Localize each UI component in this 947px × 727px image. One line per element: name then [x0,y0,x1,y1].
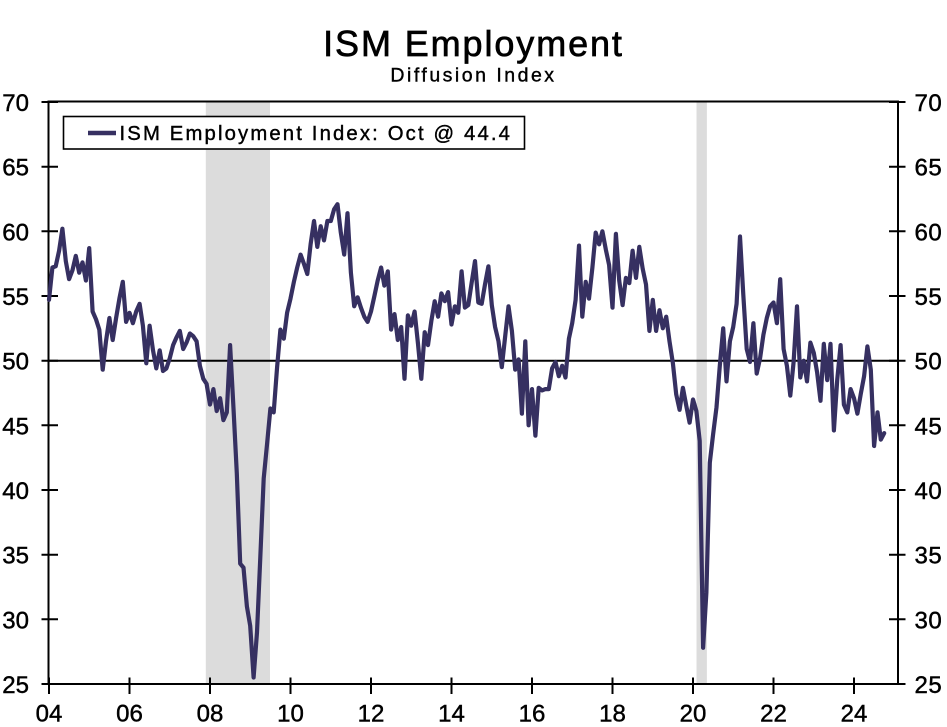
svg-text:25: 25 [2,672,29,699]
svg-text:55: 55 [2,284,29,311]
svg-text:08: 08 [197,701,224,727]
svg-text:16: 16 [519,701,546,727]
svg-text:ISM Employment: ISM Employment [323,23,624,64]
svg-text:60: 60 [915,219,943,246]
svg-text:06: 06 [116,701,143,727]
svg-text:70: 70 [2,90,29,117]
svg-text:22: 22 [760,701,787,727]
svg-text:70: 70 [915,90,943,117]
svg-text:35: 35 [2,543,29,570]
svg-text:45: 45 [2,413,29,440]
svg-text:ISM Employment Index: Oct @ 44: ISM Employment Index: Oct @ 44.4 [120,123,513,145]
svg-text:30: 30 [2,607,29,634]
svg-text:25: 25 [915,672,943,699]
svg-text:50: 50 [915,349,943,376]
svg-text:55: 55 [915,284,943,311]
svg-text:20: 20 [680,701,707,727]
svg-text:04: 04 [36,701,63,727]
svg-text:65: 65 [2,155,29,182]
svg-text:30: 30 [915,607,943,634]
svg-text:50: 50 [2,349,29,376]
svg-text:40: 40 [2,478,29,505]
svg-text:35: 35 [915,543,943,570]
svg-text:24: 24 [841,701,868,727]
svg-text:65: 65 [915,155,943,182]
svg-text:Diffusion Index: Diffusion Index [390,65,556,87]
svg-text:12: 12 [358,701,385,727]
svg-text:18: 18 [599,701,626,727]
svg-text:60: 60 [2,219,29,246]
svg-text:10: 10 [277,701,304,727]
svg-text:40: 40 [915,478,943,505]
svg-text:45: 45 [915,413,943,440]
svg-text:14: 14 [438,701,465,727]
